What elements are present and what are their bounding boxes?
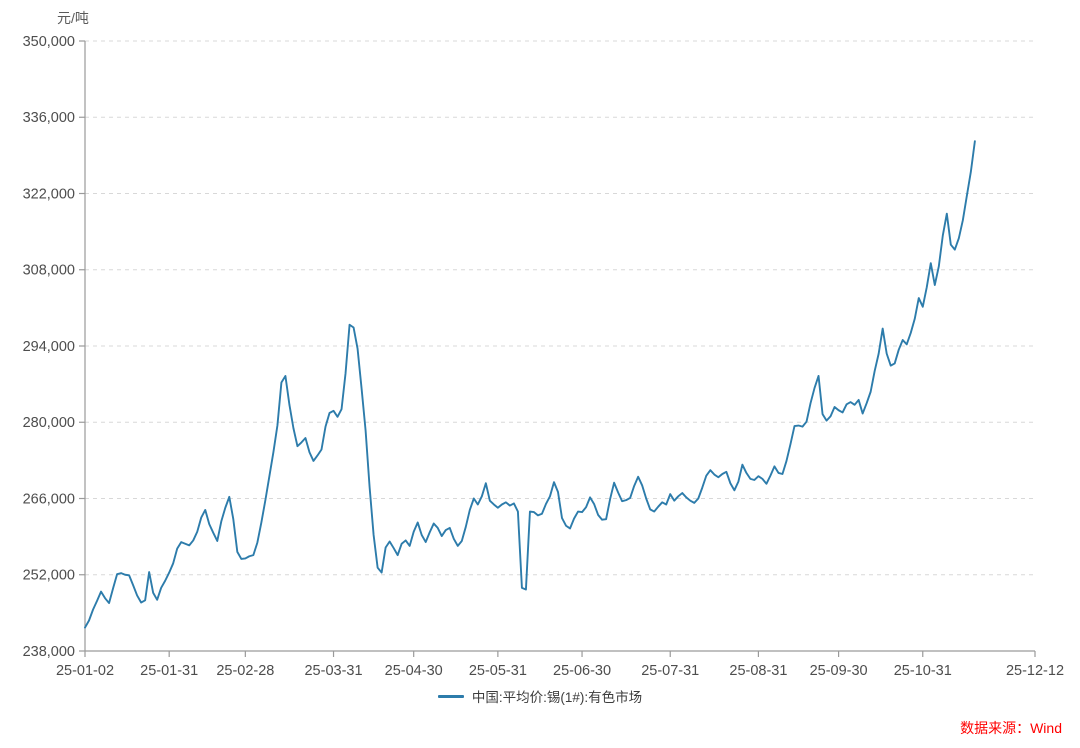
- legend-series-label: 中国:平均价:锡(1#):有色市场: [471, 690, 643, 705]
- x-axis-ticks-group: 25-01-02 25-01-31 25-02-28 25-03-31 25-04-30…: [56, 651, 1064, 679]
- x-axis-tick-label: 25-01-02: [56, 663, 114, 679]
- data-series-line: [84, 140, 976, 629]
- x-axis-tick-label: 25-12-12: [1006, 663, 1064, 679]
- x-axis-tick-label: 25-01-31: [140, 663, 198, 679]
- y-axis-tick-label: 322,000: [23, 186, 75, 202]
- chart-legend[interactable]: 中国:平均价:锡(1#):有色市场: [0, 686, 1080, 706]
- x-axis-tick-label: 25-08-31: [729, 663, 787, 679]
- line-chart-plot: 238,000 252,000 266,000 280,000 294,000 308,0…: [23, 34, 1064, 679]
- gridlines-group: [85, 40, 1035, 576]
- y-axis-tick-label: 252,000: [23, 568, 75, 584]
- x-axis-tick-label: 25-05-31: [469, 663, 527, 679]
- x-axis-tick-label: 25-04-30: [385, 663, 443, 679]
- x-axis-tick-label: 25-10-31: [894, 663, 952, 679]
- data-source-note: 数据来源：Wind: [960, 720, 1062, 736]
- x-axis-tick-label: 25-09-30: [810, 663, 868, 679]
- y-axis-tick-label: 336,000: [23, 110, 75, 126]
- y-axis-tick-label: 350,000: [23, 34, 75, 50]
- x-axis-tick-label: 25-02-28: [216, 663, 274, 679]
- y-axis-tick-label: 308,000: [23, 263, 75, 279]
- y-axis-unit-label: 元/吨: [57, 10, 89, 26]
- y-axis-tick-label: 266,000: [23, 491, 75, 507]
- x-axis-tick-label: 25-07-31: [641, 663, 699, 679]
- y-axis-tick-label: 280,000: [23, 415, 75, 431]
- x-axis-tick-label: 25-06-30: [553, 663, 611, 679]
- y-axis-tick-label: 238,000: [23, 644, 75, 660]
- y-axis-tick-label: 294,000: [23, 339, 75, 355]
- y-axis-ticks-group: 238,000 252,000 266,000 280,000 294,000 308,0…: [23, 34, 85, 660]
- x-axis-tick-label: 25-03-31: [304, 663, 362, 679]
- legend-color-swatch: [437, 694, 464, 698]
